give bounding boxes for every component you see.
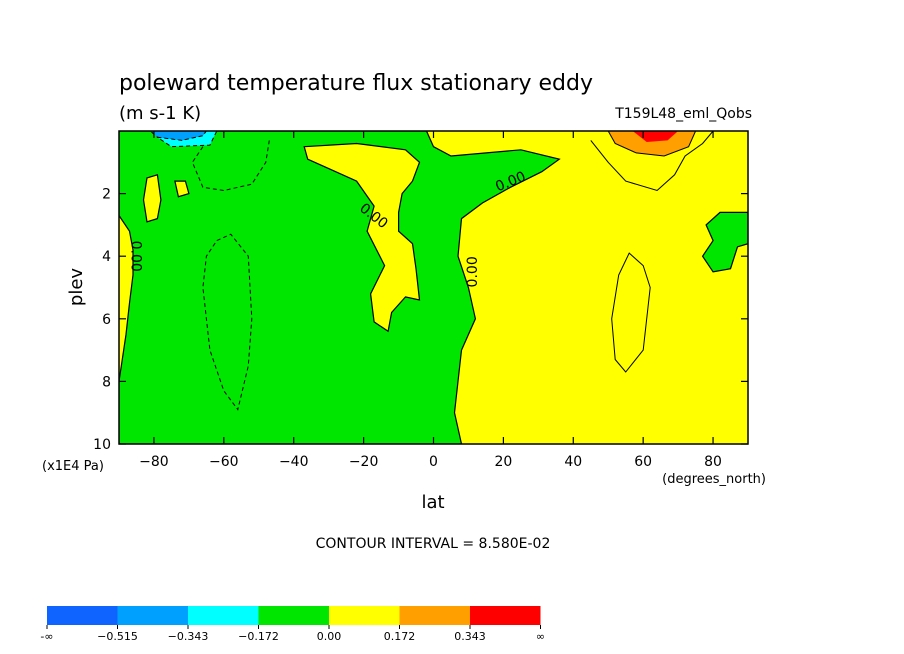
colorbar-label: -∞ — [40, 630, 53, 643]
colorbar-label: −0.172 — [238, 630, 279, 643]
y-tick-label: 8 — [102, 374, 111, 390]
red-cell — [632, 131, 679, 142]
negative-region-north — [701, 211, 748, 273]
colorbar-label: ∞ — [536, 630, 545, 643]
positive-contour-a — [611, 252, 651, 373]
cyan-cell — [157, 131, 218, 148]
colorbar-swatch — [188, 606, 259, 625]
negative-contour-a — [202, 233, 253, 411]
positive-island-c — [174, 180, 190, 198]
colorbar-label: 0.343 — [454, 630, 486, 643]
colorbar-swatch — [117, 606, 188, 625]
colorbar-label: −0.343 — [168, 630, 209, 643]
x-tick-label: −20 — [349, 454, 379, 470]
contour-label: 0.00 — [465, 256, 481, 287]
y-axis: 2 4 6 8 10 — [93, 187, 748, 453]
colorbar-label: 0.172 — [384, 630, 416, 643]
x-axis-label: lat — [421, 492, 444, 513]
x-tick-label: −60 — [209, 454, 239, 470]
x-tick-label: −40 — [279, 454, 309, 470]
positive-contour-b — [590, 131, 714, 192]
colorbar-swatch — [470, 606, 541, 625]
contour-interval: CONTOUR INTERVAL = 8.580E-02 — [316, 536, 551, 552]
y-axis-units: (x1E4 Pa) — [42, 459, 104, 474]
colorbar-swatch — [399, 606, 470, 625]
contour-label: 0.00 — [127, 241, 143, 272]
x-tick-label: 20 — [494, 454, 512, 470]
chart-title: poleward temperature flux stationary edd… — [119, 71, 593, 96]
x-axis-units: (degrees_north) — [662, 472, 766, 487]
y-tick-label: 6 — [102, 312, 111, 328]
colorbar: -∞ −0.515 −0.343 −0.172 0.00 0.172 0.343 ∞ — [40, 606, 545, 643]
run-label: T159L48_eml_Qobs — [614, 106, 752, 122]
colorbar-swatch — [329, 606, 400, 625]
x-tick-label: 60 — [634, 454, 652, 470]
y-tick-label: 4 — [102, 249, 111, 265]
x-tick-label: 80 — [704, 454, 722, 470]
colorbar-swatch — [47, 606, 118, 625]
orange-cell — [607, 131, 697, 157]
x-axis: −80 −60 −40 −20 0 20 40 60 80 — [139, 131, 722, 470]
y-axis-label: plev — [66, 268, 87, 307]
colorbar-label: 0.00 — [317, 630, 342, 643]
y-tick-label: 2 — [102, 187, 111, 203]
x-tick-label: 40 — [564, 454, 582, 470]
negative-region-main — [119, 131, 561, 444]
positive-island-a — [303, 142, 421, 333]
x-tick-label: 0 — [429, 454, 438, 470]
colorbar-swatch — [258, 606, 329, 625]
plot-field — [119, 131, 748, 444]
colorbar-label: −0.515 — [97, 630, 138, 643]
y-tick-label: 10 — [93, 437, 111, 453]
positive-island-b — [142, 174, 162, 223]
negative-contour-b — [191, 140, 270, 192]
chart-subtitle: (m s-1 K) — [119, 103, 201, 124]
x-tick-label: −80 — [139, 454, 169, 470]
